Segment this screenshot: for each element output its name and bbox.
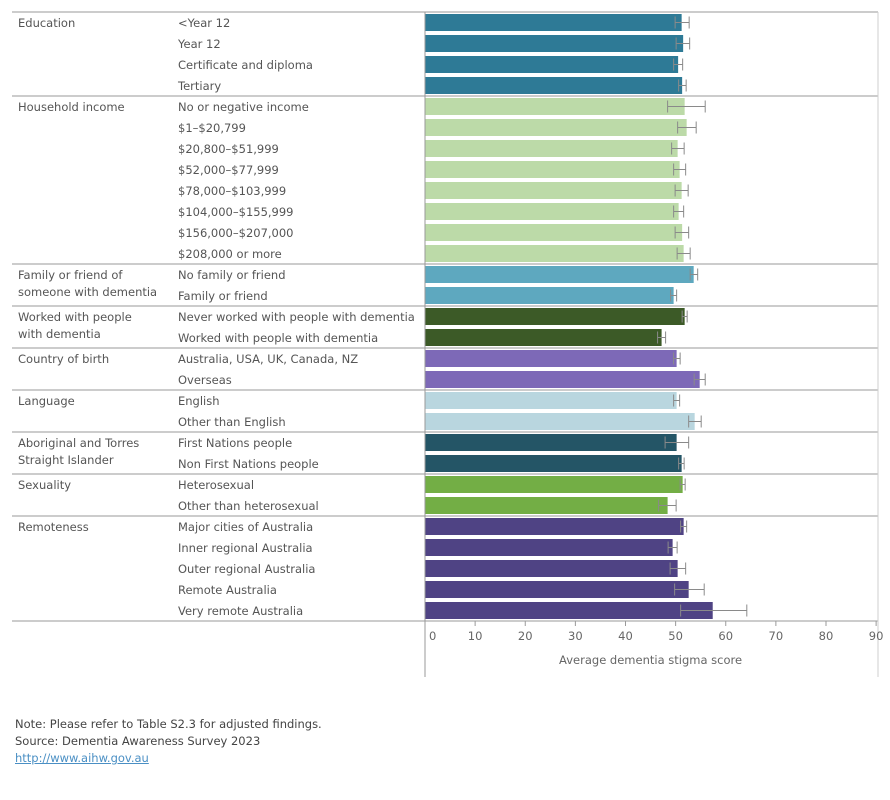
x-tick-label: 60	[718, 629, 733, 643]
bar	[425, 350, 677, 367]
bar	[425, 266, 694, 283]
footer-link[interactable]: http://www.aihw.gov.au	[15, 751, 149, 765]
x-tick-label: 50	[668, 629, 683, 643]
bar	[425, 371, 700, 388]
footer-source: Source: Dementia Awareness Survey 2023	[15, 734, 261, 748]
group-label: Worked with people	[18, 310, 132, 324]
bar	[425, 413, 695, 430]
bar	[425, 224, 683, 241]
bar	[425, 476, 683, 493]
category-label: Never worked with people with dementia	[178, 310, 415, 324]
bar	[425, 161, 680, 178]
bar	[425, 140, 678, 157]
category-label: Outer regional Australia	[178, 562, 315, 576]
category-label: Year 12	[177, 37, 221, 51]
category-label: Heterosexual	[178, 478, 254, 492]
bar	[425, 392, 677, 409]
category-label: $1–$20,799	[178, 121, 246, 135]
category-label: Certificate and diploma	[178, 58, 313, 72]
bar	[425, 119, 687, 136]
bar	[425, 98, 685, 115]
category-label: Other than English	[178, 415, 286, 429]
group-label: someone with dementia	[18, 285, 157, 299]
footer-note: Note: Please refer to Table S2.3 for adj…	[15, 717, 322, 731]
category-label: Non First Nations people	[178, 457, 319, 471]
x-tick-label: 20	[518, 629, 533, 643]
group-label: Family or friend of	[18, 268, 123, 282]
bar	[425, 455, 682, 472]
x-tick-label: 30	[568, 629, 583, 643]
x-axis-title: Average dementia stigma score	[559, 653, 742, 667]
bar	[425, 308, 685, 325]
bar	[425, 497, 668, 514]
group-label: Remoteness	[18, 520, 89, 534]
group-label: Household income	[18, 100, 125, 114]
category-label: Australia, USA, UK, Canada, NZ	[178, 352, 358, 366]
category-label: Remote Australia	[178, 583, 277, 597]
category-label: English	[178, 394, 220, 408]
group-label: Education	[18, 16, 75, 30]
category-label: Overseas	[178, 373, 232, 387]
x-tick-label: 70	[769, 629, 784, 643]
group-label: Sexuality	[18, 478, 71, 492]
bar	[425, 245, 684, 262]
category-label: No family or friend	[178, 268, 286, 282]
category-label: No or negative income	[178, 100, 309, 114]
category-label: Other than heterosexual	[178, 499, 319, 513]
group-label: with dementia	[18, 327, 101, 341]
category-label: $208,000 or more	[178, 247, 282, 261]
group-label: Country of birth	[18, 352, 109, 366]
bar	[425, 329, 662, 346]
bar	[425, 539, 673, 556]
bar	[425, 287, 674, 304]
group-label: Language	[18, 394, 75, 408]
category-label: $78,000–$103,999	[178, 184, 286, 198]
category-label: First Nations people	[178, 436, 292, 450]
bar	[425, 77, 683, 94]
bar	[425, 560, 678, 577]
category-label: Major cities of Australia	[178, 520, 313, 534]
bar	[425, 35, 684, 52]
category-label: Tertiary	[177, 79, 221, 93]
x-tick-label: 0	[429, 629, 436, 643]
bar	[425, 602, 713, 619]
category-label: $20,800–$51,999	[178, 142, 279, 156]
chart-footer: Note: Please refer to Table S2.3 for adj…	[15, 716, 322, 767]
bar	[425, 203, 679, 220]
category-label: $156,000–$207,000	[178, 226, 294, 240]
bar	[425, 14, 682, 31]
bar	[425, 56, 679, 73]
category-label: <Year 12	[178, 16, 230, 30]
stigma-score-bar-chart: Education <Year 12 Year 12 Certificate and …	[12, 11, 884, 677]
category-label: $104,000–$155,999	[178, 205, 294, 219]
category-label: Worked with people with dementia	[178, 331, 378, 345]
category-label: Inner regional Australia	[178, 541, 313, 555]
bar	[425, 581, 689, 598]
category-label: $52,000–$77,999	[178, 163, 279, 177]
x-tick-label: 80	[819, 629, 834, 643]
group-label: Aboriginal and Torres	[18, 436, 139, 450]
x-tick-label: 90	[869, 629, 884, 643]
bar	[425, 434, 677, 451]
category-label: Family or friend	[178, 289, 268, 303]
x-tick-label: 40	[618, 629, 633, 643]
group-label: Straight Islander	[18, 453, 114, 467]
category-label: Very remote Australia	[178, 604, 303, 618]
x-tick-label: 10	[468, 629, 483, 643]
bar	[425, 518, 684, 535]
bar	[425, 182, 682, 199]
